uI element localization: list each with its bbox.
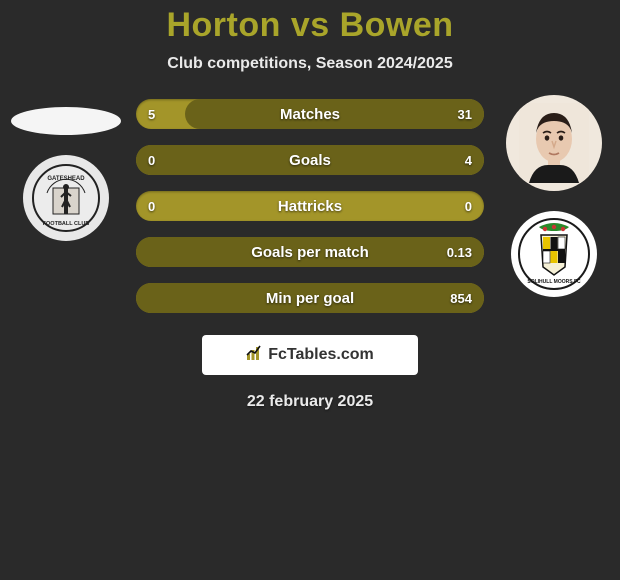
bar-label: Min per goal: [136, 283, 484, 313]
main-row: GATESHEAD FOOTBALL CLUB 5 Matches: [0, 95, 620, 313]
svg-text:GATESHEAD: GATESHEAD: [47, 176, 85, 182]
bar-min-per-goal: Min per goal 854: [136, 283, 484, 313]
bar-label: Hattricks: [136, 191, 484, 221]
bar-right-value: 854: [450, 283, 472, 313]
player-avatar-left: [11, 107, 121, 135]
bar-hattricks: 0 Hattricks 0: [136, 191, 484, 221]
bars-column: 5 Matches 31 0 Goals 4 0 Hattricks 0: [136, 95, 484, 313]
chart-icon: [246, 345, 264, 366]
svg-text:FOOTBALL CLUB: FOOTBALL CLUB: [43, 221, 90, 227]
right-side: SOLIHULL MOORS FC: [494, 95, 614, 297]
bar-right-value: 0: [465, 191, 472, 221]
bar-goals-per-match: Goals per match 0.13: [136, 237, 484, 267]
brand-badge: FcTables.com: [202, 335, 418, 375]
bar-right-value: 4: [465, 145, 472, 175]
comparison-card: Horton vs Bowen Club competitions, Seaso…: [0, 0, 620, 411]
page-title: Horton vs Bowen: [0, 6, 620, 45]
page-subtitle: Club competitions, Season 2024/2025: [0, 55, 620, 73]
player-face-icon: [519, 103, 589, 183]
gateshead-badge-icon: GATESHEAD FOOTBALL CLUB: [31, 163, 101, 233]
date-text: 22 february 2025: [0, 393, 620, 411]
solihull-badge-icon: SOLIHULL MOORS FC: [517, 217, 591, 291]
bar-label: Goals: [136, 145, 484, 175]
bar-label: Matches: [136, 99, 484, 129]
bar-goals: 0 Goals 4: [136, 145, 484, 175]
svg-text:SOLIHULL MOORS FC: SOLIHULL MOORS FC: [527, 279, 581, 285]
club-logo-left: GATESHEAD FOOTBALL CLUB: [23, 155, 109, 241]
left-side: GATESHEAD FOOTBALL CLUB: [6, 95, 126, 241]
player-avatar-right: [506, 95, 602, 191]
club-logo-right: SOLIHULL MOORS FC: [511, 211, 597, 297]
bar-label: Goals per match: [136, 237, 484, 267]
bar-right-value: 31: [458, 99, 472, 129]
brand-text: FcTables.com: [268, 346, 374, 364]
bar-right-value: 0.13: [447, 237, 472, 267]
bar-matches: 5 Matches 31: [136, 99, 484, 129]
